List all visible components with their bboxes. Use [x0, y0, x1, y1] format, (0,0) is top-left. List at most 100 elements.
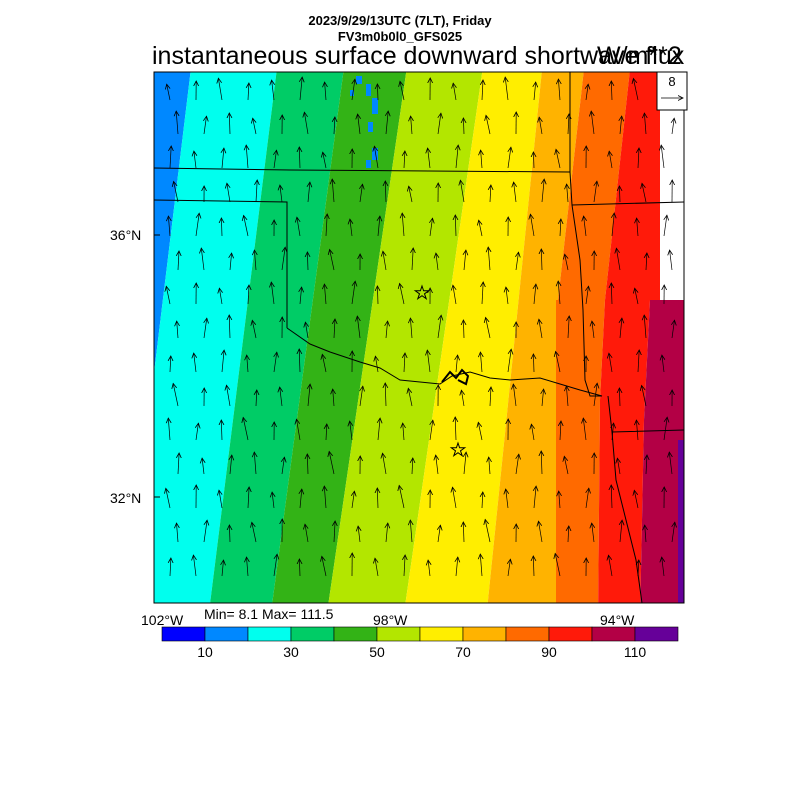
colorbar-swatch [376, 626, 421, 642]
wind-arrow [229, 315, 230, 339]
wind-arrow [352, 491, 354, 509]
wind-arrow [542, 179, 544, 203]
wind-arrow [646, 455, 647, 475]
wind-arrow [196, 423, 198, 441]
wind-arrow [591, 111, 594, 135]
wind-arrow [516, 252, 519, 271]
wind-arrow [383, 251, 386, 271]
colorbar-tick-label: 30 [283, 644, 299, 660]
wind-arrow [166, 488, 171, 509]
wind-arrow [568, 526, 569, 543]
wind-arrow [486, 318, 491, 339]
wind-arrow [281, 247, 285, 271]
wind-arrow [176, 111, 178, 135]
wind-arrow [404, 353, 405, 373]
wind-arrow [219, 490, 222, 509]
wind-arrow [333, 389, 334, 407]
wind-arrow [308, 182, 310, 203]
wind-arrow [385, 181, 386, 203]
wind-arrow [178, 251, 179, 271]
wind-arrow [662, 557, 664, 577]
wind-arrow [408, 388, 413, 407]
wind-arrow [170, 558, 171, 577]
wind-arrow [252, 320, 257, 339]
wind-arrow [584, 216, 586, 237]
wind-arrow [478, 422, 483, 441]
wind-arrow [324, 284, 326, 305]
wind-arrow [222, 148, 224, 169]
wind-arrow [400, 284, 405, 305]
map-title: instantaneous surface downward shortwave… [152, 42, 685, 70]
wind-arrow [542, 389, 544, 407]
wind-arrow [243, 418, 249, 441]
wind-arrow [404, 555, 405, 577]
wind-arrow [377, 286, 378, 305]
wind-arrow [488, 247, 490, 271]
wind-arrow [230, 455, 232, 475]
lat-tick-marks [154, 234, 160, 498]
wind-arrow [428, 148, 430, 169]
colorbar-swatch [505, 626, 550, 642]
wind-arrow [669, 452, 672, 475]
wind-arrow [453, 285, 456, 305]
wind-arrow [566, 386, 568, 407]
wind-arrow [480, 554, 482, 577]
wind-arrow [271, 282, 274, 305]
wind-arrow [634, 490, 639, 509]
wind-arrow [592, 523, 594, 543]
wind-arrow [254, 250, 256, 271]
wind-arrow [642, 183, 647, 203]
wind-arrow [428, 560, 430, 577]
colorbar-tick-label: 70 [455, 644, 471, 660]
wind-arrow [412, 458, 413, 475]
wind-arrow [456, 145, 458, 169]
wind-arrow [534, 284, 536, 305]
wind-arrow [195, 213, 199, 237]
wind-arrow [438, 525, 440, 543]
band-110-plus [678, 440, 684, 603]
red-river-meander [441, 368, 470, 386]
wind-arrow [322, 556, 327, 577]
wind-arrow [272, 80, 274, 101]
wind-arrow [351, 281, 355, 305]
wind-arrow [173, 384, 179, 407]
wind-arrow [620, 318, 622, 339]
cloud-streaks [350, 76, 378, 168]
wind-arrow [541, 249, 542, 271]
wind-arrow [375, 356, 378, 373]
wind-arrow [222, 350, 224, 373]
wind-arrow [305, 322, 308, 339]
wind-arrow [638, 350, 639, 373]
flux-field [154, 72, 684, 603]
wind-arrow [505, 77, 508, 101]
wind-arrow [227, 183, 230, 203]
wind-arrow [463, 320, 464, 339]
wind-arrow [609, 151, 612, 169]
wind-arrow [334, 319, 335, 339]
wind-arrow [411, 116, 412, 135]
wind-arrow [193, 555, 196, 577]
wind-arrow [530, 214, 535, 237]
colorbar-tick-label: 50 [369, 644, 385, 660]
wind-arrow [219, 288, 222, 305]
wind-arrow [490, 185, 491, 203]
wind-arrow [194, 353, 196, 373]
wind-arrow [486, 115, 491, 135]
wind-arrow [556, 149, 561, 169]
wind-arrow [402, 213, 404, 237]
wind-arrow [374, 146, 379, 169]
wind-arrow [386, 523, 388, 543]
wind-arrow [334, 117, 335, 135]
wind-arrow [427, 350, 430, 373]
wind-arrow [326, 424, 327, 441]
wind-arrow [567, 184, 568, 203]
wind-arrow [409, 186, 412, 203]
wind-arrow [386, 321, 388, 339]
wind-arrow [377, 488, 378, 509]
wind-arrow [282, 457, 284, 475]
wind-arrow [533, 152, 534, 169]
wind-arrow [560, 219, 561, 237]
lat-label-32: 32°N [110, 490, 142, 506]
wind-arrow [482, 492, 483, 509]
colorbar-swatch [333, 626, 378, 642]
